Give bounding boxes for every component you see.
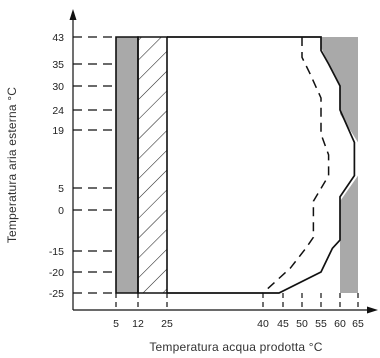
left-gray-region-outline — [115, 36, 139, 294]
y-axis-arrow-icon — [69, 9, 77, 20]
x-tick-label: 12 — [132, 318, 144, 330]
y-axis-title: Temperatura aria esterna °C — [5, 87, 19, 243]
regions-layer — [115, 36, 358, 294]
y-tick-label: -25 — [49, 288, 64, 300]
axes — [69, 9, 378, 314]
y-tick-label: -15 — [49, 246, 64, 258]
y-tick-label: 43 — [52, 32, 64, 44]
right-gray-region — [321, 37, 358, 293]
y-tick-label: 5 — [58, 183, 64, 195]
x-tick-label: 5 — [113, 318, 119, 330]
solid-boundary-line — [167, 36, 356, 294]
x-tick-label: 55 — [315, 318, 327, 330]
y-tick-label: 30 — [52, 81, 64, 93]
x-tick-label: 45 — [277, 318, 289, 330]
y-tick-label: 35 — [52, 59, 64, 71]
y-tick-label: 0 — [58, 205, 64, 217]
x-tick-label: 50 — [296, 318, 308, 330]
x-tick-label: 25 — [161, 318, 173, 330]
y-tick-label: -20 — [49, 267, 64, 279]
dashed-boundary-line — [262, 37, 330, 294]
left-gray-region — [116, 37, 138, 293]
x-tick-label: 60 — [334, 318, 346, 330]
y-tick-labels: -25 -20 -15 0 5 19 24 30 35 43 — [49, 32, 64, 300]
x-tick-labels: 5 12 25 40 45 50 55 60 65 — [113, 318, 364, 330]
y-tick-label: 19 — [52, 125, 64, 137]
y-tick-label: 24 — [52, 105, 64, 117]
x-axis-title-text: Temperatura acqua prodotta °C — [149, 340, 322, 354]
y-axis-title-text: Temperatura aria esterna °C — [5, 87, 19, 243]
x-tick-label: 65 — [352, 318, 364, 330]
x-tick-label: 40 — [257, 318, 269, 330]
x-axis-arrow-icon — [367, 306, 378, 314]
boundary-lines-layer — [167, 36, 356, 294]
x-axis-title: Temperatura acqua prodotta °C — [149, 340, 322, 354]
guide-lines-layer — [73, 36, 359, 310]
hatched-region — [138, 37, 167, 293]
